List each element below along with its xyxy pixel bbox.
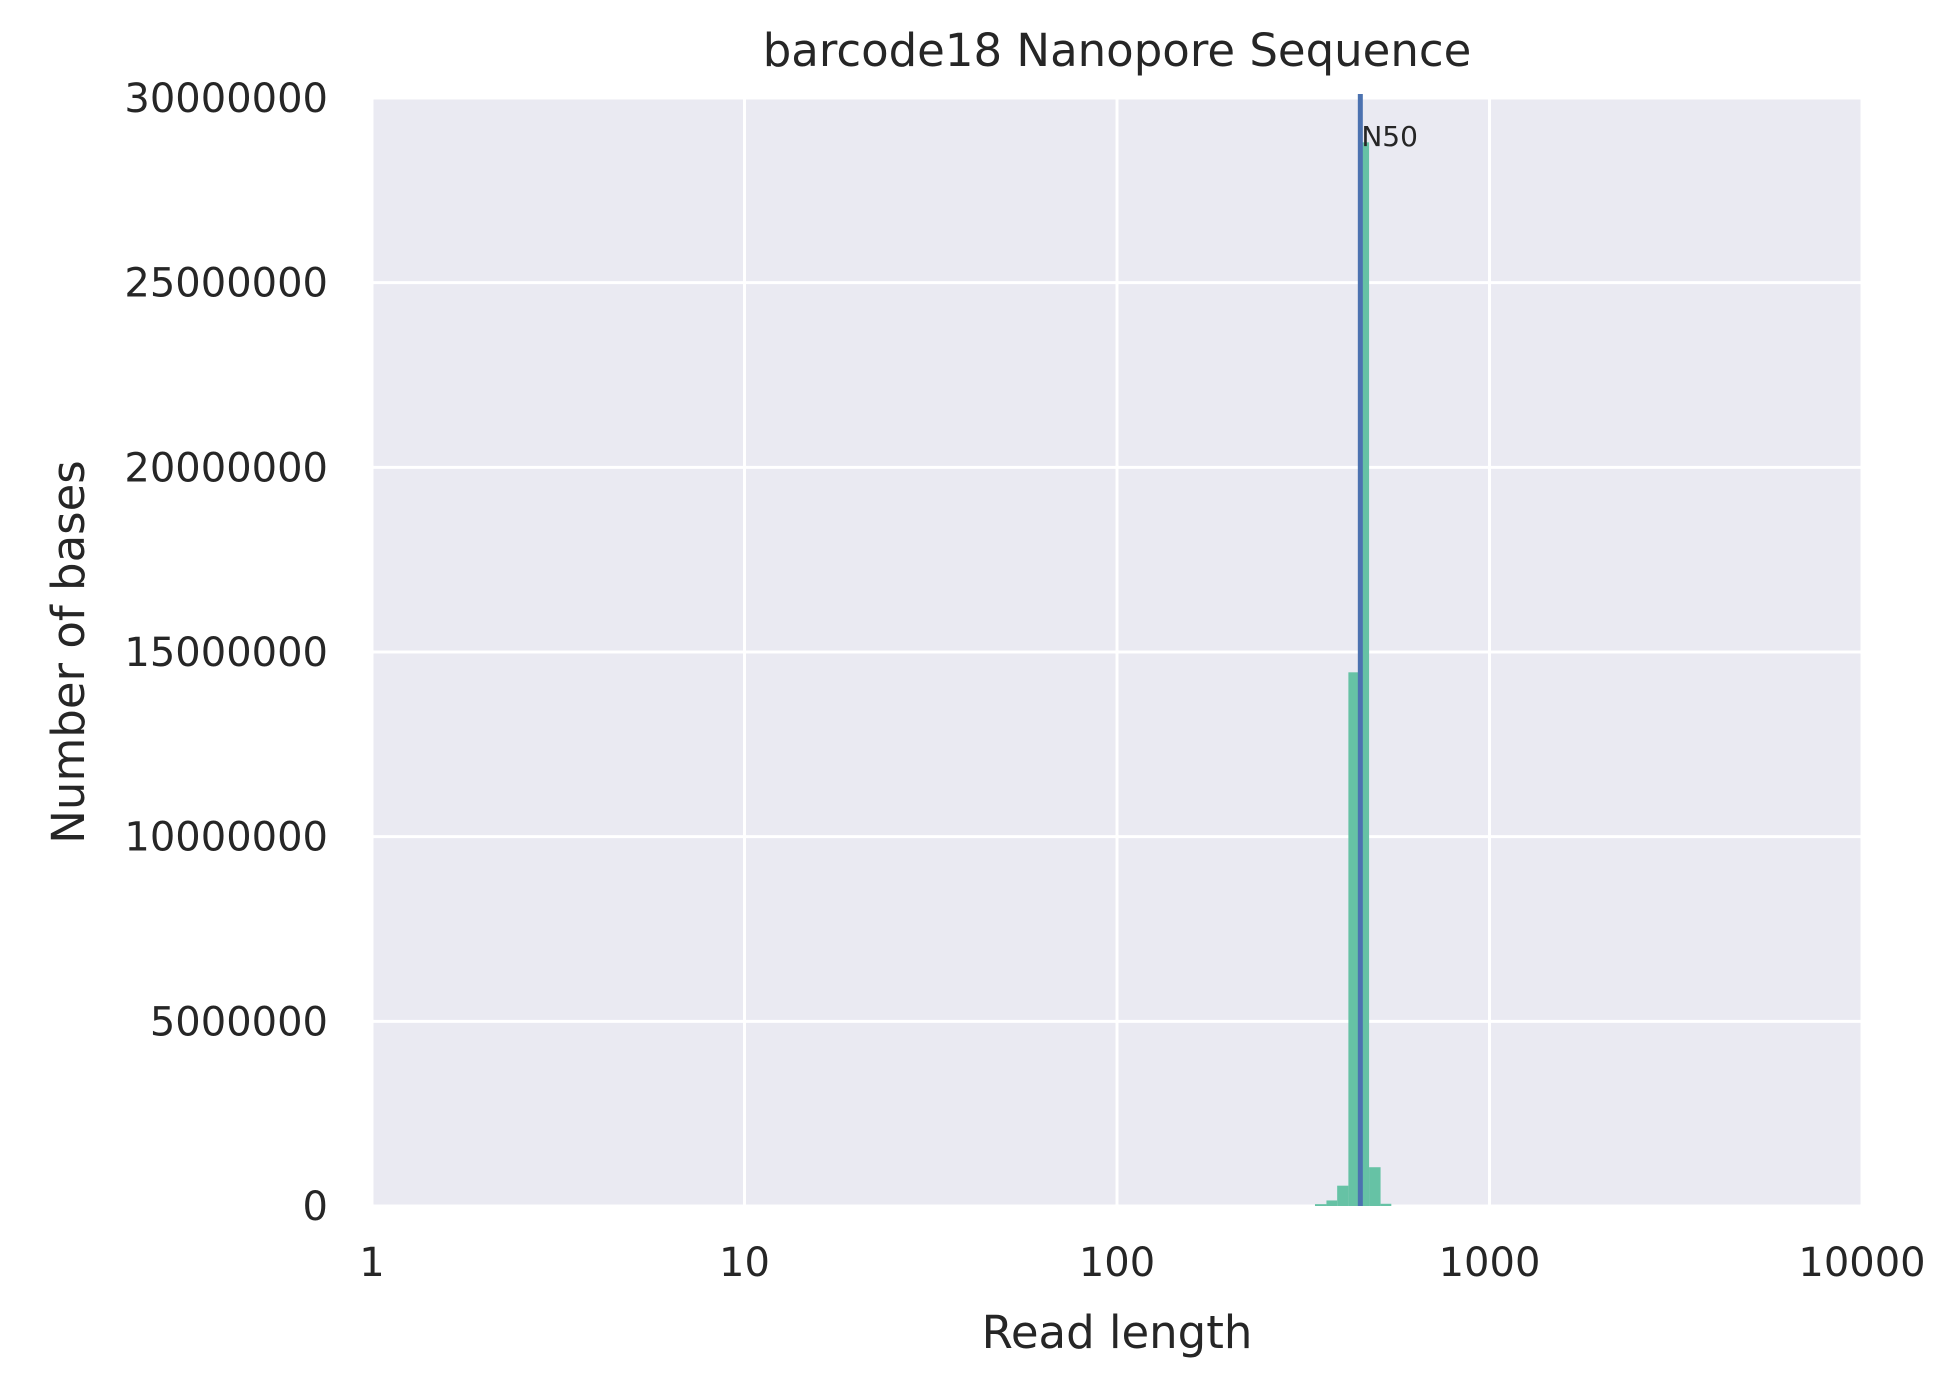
y-tick-label: 25000000 bbox=[124, 261, 328, 307]
y-tick-label: 20000000 bbox=[124, 445, 328, 491]
y-tick-label: 10000000 bbox=[124, 815, 328, 861]
histogram-bar bbox=[1369, 1167, 1381, 1206]
x-tick-label: 1000 bbox=[1439, 1240, 1541, 1286]
tick-labels: 1 10 100 1000 10000 0 5000000 10000000 15000000 2… bbox=[124, 76, 1925, 1286]
y-tick-label: 30000000 bbox=[124, 76, 328, 122]
histogram-bar bbox=[1348, 672, 1359, 1206]
x-tick-label: 1 bbox=[359, 1240, 384, 1286]
y-tick-label: 15000000 bbox=[124, 630, 328, 676]
histogram-bar bbox=[1314, 1204, 1327, 1206]
n50-marker: N50 bbox=[1357, 94, 1418, 1206]
y-tick-label: 0 bbox=[303, 1184, 328, 1230]
histogram-bar bbox=[1380, 1203, 1392, 1206]
n50-label: N50 bbox=[1361, 120, 1418, 153]
x-tick-label: 10000 bbox=[1798, 1240, 1925, 1286]
bars bbox=[1314, 142, 1392, 1206]
x-tick-label: 100 bbox=[1079, 1240, 1155, 1286]
histogram-bar bbox=[1358, 142, 1370, 1206]
x-tick-label: 10 bbox=[719, 1240, 770, 1286]
x-axis-label: Read length bbox=[982, 1306, 1253, 1359]
histogram-bar bbox=[1326, 1200, 1338, 1206]
y-axis-label: Number of bases bbox=[42, 460, 95, 843]
histogram-bar bbox=[1337, 1185, 1349, 1206]
y-tick-label: 5000000 bbox=[150, 999, 328, 1045]
chart-title: barcode18 Nanopore Sequence bbox=[763, 24, 1472, 77]
gridlines bbox=[370, 96, 1864, 1208]
